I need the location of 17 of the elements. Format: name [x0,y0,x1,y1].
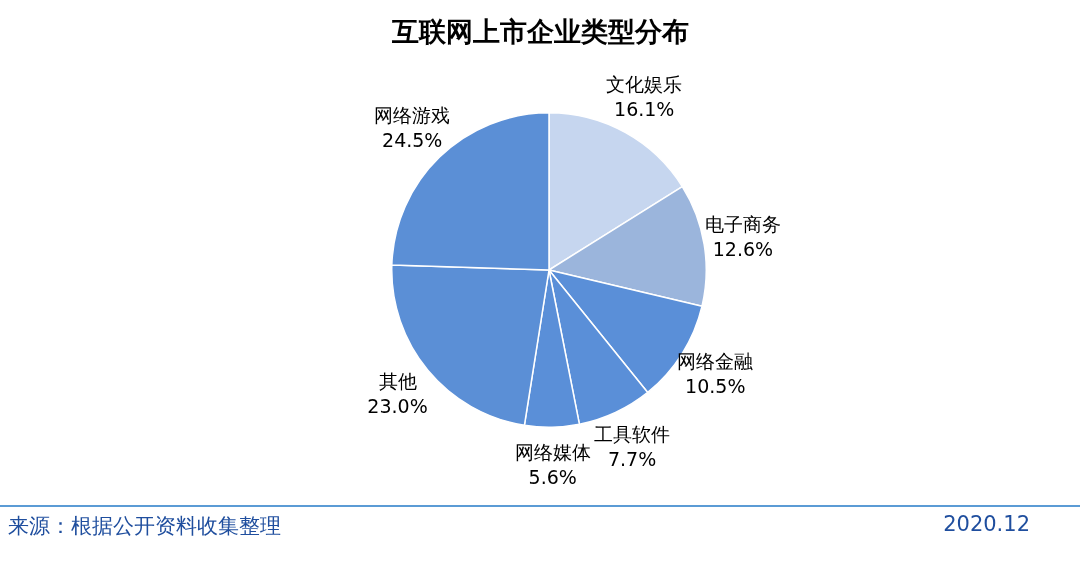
data-label: 7.7% [607,448,657,471]
chart-title: 互联网上市企业类型分布 [390,15,690,49]
source-note: 来源：根据公开资料收集整理 [8,513,281,540]
text: 2020.12 [943,512,1030,536]
slice-label: 网络游戏 [374,103,451,126]
slice-label: 电子商务 [704,212,781,235]
data-label: 24.5% [382,128,443,151]
slice-label: 网络金融 [677,349,754,372]
data-label: 10.5% [685,374,746,397]
slice-label: 文化娱乐 [606,72,683,95]
slice-label: 网络媒体 [514,441,591,464]
slice-label: 其他 [378,370,417,393]
data-label: 5.6% [528,466,577,489]
data-label: 23.0% [367,395,428,418]
data-label: 16.1% [614,97,675,120]
data-label: 12.6% [712,237,774,260]
slice-label: 工具软件 [594,423,671,446]
